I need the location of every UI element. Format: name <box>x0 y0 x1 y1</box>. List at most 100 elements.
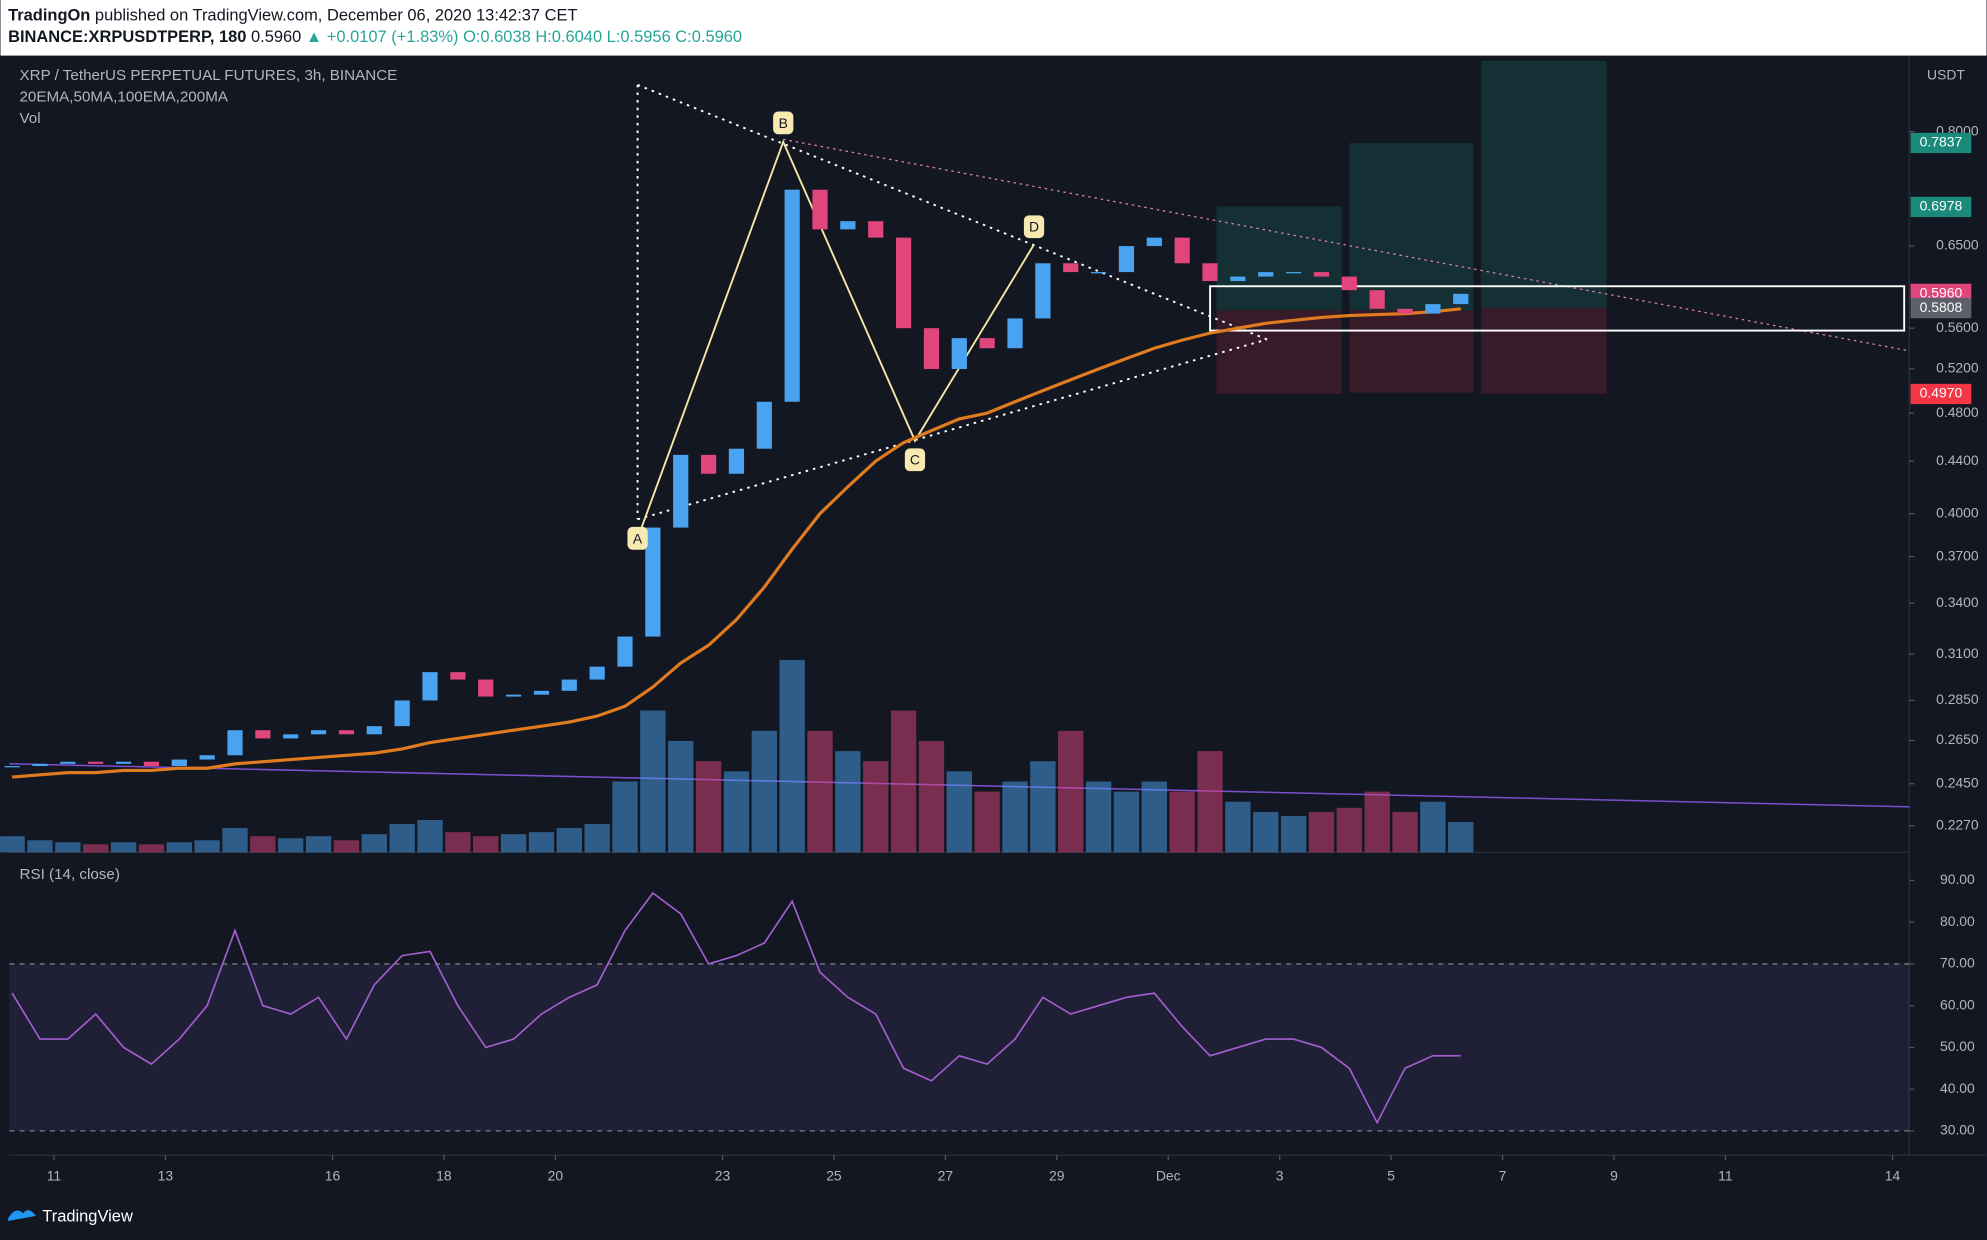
candle <box>979 338 995 349</box>
volume-bar <box>1420 801 1446 853</box>
drawings <box>9 60 1910 808</box>
change: ▲ +0.0107 (+1.83%) <box>306 28 459 46</box>
y-tick-label: 0.4000 <box>1936 504 1979 520</box>
volume-bar <box>83 844 109 853</box>
x-tick-label: 23 <box>715 1167 731 1183</box>
volume-bar <box>222 828 248 853</box>
pattern-point <box>627 526 648 550</box>
candle <box>310 730 327 735</box>
candle <box>1174 237 1190 264</box>
publish-line: TradingOn published on TradingView.com, … <box>8 7 577 25</box>
candle <box>756 401 772 449</box>
volume-bar <box>250 836 276 853</box>
volume-bar <box>528 832 555 853</box>
x-tick-label: 20 <box>548 1167 564 1183</box>
y-tick-label: 0.2270 <box>1936 816 1979 832</box>
volume-bar <box>361 834 387 853</box>
candle <box>1313 272 1330 277</box>
volume-bar <box>556 828 582 853</box>
candle <box>840 221 856 230</box>
y-tick-label: 0.4400 <box>1936 452 1979 468</box>
price-tag-label: 0.6978 <box>1920 198 1963 214</box>
candle <box>617 636 633 667</box>
x-tick-label: 11 <box>1718 1167 1733 1183</box>
candle <box>728 448 745 474</box>
volume-bar <box>835 751 861 853</box>
volume-bar <box>473 836 499 853</box>
candle <box>673 454 689 528</box>
candle <box>4 766 20 768</box>
y-tick-label: 0.2850 <box>1936 691 1979 707</box>
pattern-point <box>773 111 794 135</box>
candle <box>561 679 577 691</box>
pattern-label: C <box>910 452 920 468</box>
volume-bar <box>500 834 527 853</box>
trend-line <box>783 138 1910 352</box>
triangle-edge <box>637 338 1268 521</box>
ohlc: O:0.6038 H:0.6040 L:0.5956 C:0.5960 <box>463 28 742 46</box>
y-tick-label: 50.00 <box>1940 1038 1975 1054</box>
x-tick-label: 3 <box>1276 1167 1284 1183</box>
candle <box>1285 272 1302 274</box>
volume-bar <box>110 842 137 853</box>
stop-zone <box>1216 310 1342 394</box>
pattern-label: B <box>779 115 788 131</box>
candle <box>533 690 550 695</box>
volume-bar <box>918 740 945 853</box>
candle <box>505 694 522 697</box>
candle <box>1369 290 1385 309</box>
volume-bar <box>445 832 471 853</box>
x-tick-label: 11 <box>47 1167 62 1183</box>
candle <box>951 338 967 370</box>
candle <box>338 730 355 735</box>
symbol-line: BINANCE:XRPUSDTPERP, 180 0.5960 ▲ +0.010… <box>8 28 742 46</box>
y-tick-label: 80.00 <box>1940 913 1975 929</box>
volume-bar <box>138 844 165 853</box>
volume-bar <box>194 840 220 853</box>
candle <box>422 672 438 701</box>
candle <box>60 761 76 764</box>
volume-bar <box>1280 815 1307 853</box>
symbol-title: XRP / TetherUS PERPETUAL FUTURES, 3h, BI… <box>19 67 397 84</box>
volume-bar <box>1336 807 1362 853</box>
y-tick-label: 0.3100 <box>1936 645 1979 661</box>
candle <box>1453 293 1469 305</box>
last: 0.5960 <box>251 28 301 46</box>
x-tick-label: 5 <box>1387 1167 1395 1183</box>
candle <box>227 730 243 756</box>
volume-bar <box>723 771 750 853</box>
volume-bar <box>1253 811 1279 853</box>
volume-bar <box>612 781 638 853</box>
volume-bar <box>779 659 805 853</box>
ema-line <box>12 307 1461 779</box>
stop-zone <box>1481 307 1607 394</box>
volume-bar <box>1364 791 1390 853</box>
x-tick-label: 25 <box>826 1167 842 1183</box>
candle <box>366 726 382 735</box>
volume-bar <box>807 730 833 853</box>
brand: TradingView <box>42 1208 133 1226</box>
y-tick-label: 0.4800 <box>1936 404 1979 420</box>
candle <box>255 730 271 739</box>
x-tick-label: 18 <box>436 1167 452 1183</box>
price-tag-label: 0.5960 <box>1920 285 1963 301</box>
volume-bar <box>1058 730 1084 853</box>
target-zone <box>1349 143 1474 311</box>
candle <box>478 679 494 697</box>
candle <box>1397 308 1413 314</box>
pattern-label: D <box>1029 219 1039 235</box>
candle <box>1202 263 1218 282</box>
x-tick-label: 27 <box>938 1167 954 1183</box>
rsi-line <box>11 891 1461 1125</box>
candle <box>1118 246 1135 273</box>
candle <box>812 189 828 230</box>
candle <box>589 666 605 680</box>
price-tag-label: 0.7837 <box>1920 134 1963 150</box>
candle <box>1341 276 1357 291</box>
volume-bar <box>751 730 777 853</box>
candle <box>1063 263 1079 273</box>
price-tag-label: 0.5808 <box>1920 299 1963 315</box>
y-tick-label: 30.00 <box>1940 1122 1975 1138</box>
y-tick-label: 0.5200 <box>1936 360 1979 376</box>
